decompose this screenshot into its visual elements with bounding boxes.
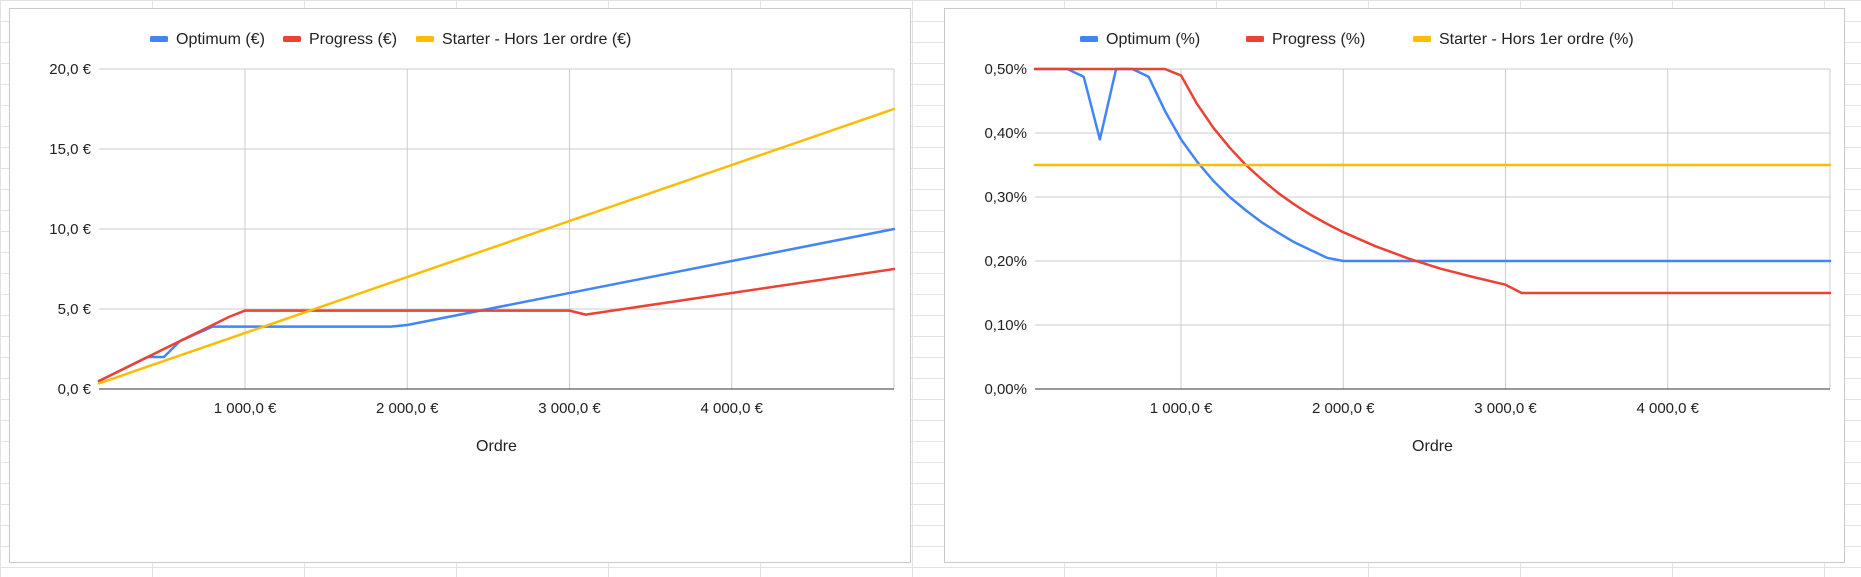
euro-y-tick-label: 10,0 € <box>49 221 91 238</box>
euro-series-line-3 <box>97 107 896 385</box>
euro-legend-swatch <box>150 36 168 42</box>
chart-percent: 0,00% 0,10% 0,20% 0,30% 0,40% 0,50% 1 000,0 € 2… <box>984 31 1832 455</box>
euro-x-tick-label: 3 000,0 € <box>538 400 601 417</box>
percent-legend-label: Starter - Hors 1er ordre (%) <box>1439 31 1634 48</box>
euro-legend-label: Starter - Hors 1er ordre (€) <box>442 31 631 48</box>
euro-y-tick-label: 20,0 € <box>49 61 91 78</box>
euro-series-line-2 <box>97 267 896 383</box>
percent-legend-swatch <box>1080 36 1098 42</box>
euro-y-tick-label: 0,0 € <box>58 381 92 398</box>
euro-x-tick-label: 2 000,0 € <box>376 400 439 417</box>
euro-series-line-1 <box>97 227 896 383</box>
euro-x-axis-title: Ordre <box>476 438 517 455</box>
percent-y-tick-label: 0,40% <box>984 125 1027 142</box>
percent-legend-label: Progress (%) <box>1272 31 1365 48</box>
percent-y-tick-label: 0,50% <box>984 61 1027 78</box>
percent-x-axis-title: Ordre <box>1412 438 1453 455</box>
percent-legend-swatch <box>1246 36 1264 42</box>
percent-x-tick-label: 1 000,0 € <box>1150 400 1213 417</box>
euro-y-tick-label: 5,0 € <box>58 301 92 318</box>
percent-x-tick-label: 2 000,0 € <box>1312 400 1375 417</box>
chart-panel-percent: 0,00% 0,10% 0,20% 0,30% 0,40% 0,50% 1 000,0 € 2… <box>944 8 1845 563</box>
percent-series-line-1 <box>1033 67 1832 263</box>
chart-panel-euro: 0,0 € 5,0 € 10,0 € 15,0 € 20,0 € 1 000,0 € 2 0… <box>9 8 911 563</box>
percent-legend-label: Optimum (%) <box>1106 31 1200 48</box>
euro-legend-swatch <box>416 36 434 42</box>
euro-y-tick-label: 15,0 € <box>49 141 91 158</box>
percent-y-tick-label: 0,20% <box>984 253 1027 270</box>
euro-x-tick-label: 1 000,0 € <box>214 400 277 417</box>
percent-series-line-2 <box>1033 67 1832 295</box>
euro-legend-label: Optimum (€) <box>176 31 265 48</box>
percent-y-tick-label: 0,30% <box>984 189 1027 206</box>
euro-legend-swatch <box>283 36 301 42</box>
percent-x-tick-label: 3 000,0 € <box>1474 400 1537 417</box>
chart-euro: 0,0 € 5,0 € 10,0 € 15,0 € 20,0 € 1 000,0 € 2 0… <box>49 31 896 455</box>
percent-y-tick-label: 0,10% <box>984 317 1027 334</box>
percent-y-tick-label: 0,00% <box>984 381 1027 398</box>
percent-legend-swatch <box>1413 36 1431 42</box>
euro-legend-label: Progress (€) <box>309 31 397 48</box>
percent-x-tick-label: 4 000,0 € <box>1636 400 1699 417</box>
euro-x-tick-label: 4 000,0 € <box>700 400 763 417</box>
